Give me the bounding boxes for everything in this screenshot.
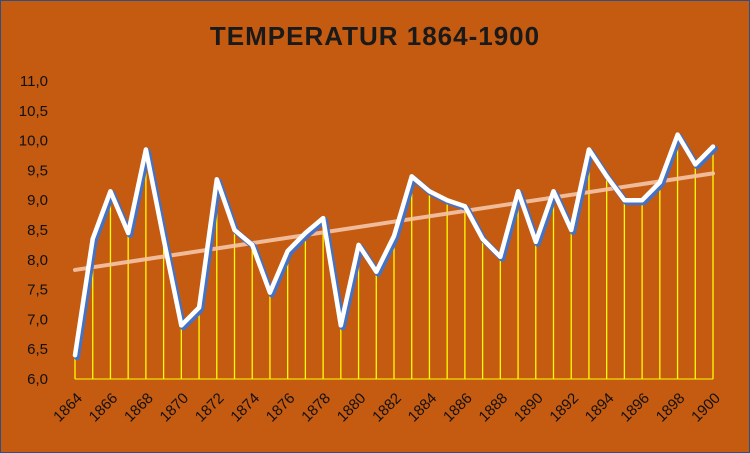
y-tick-label: 8,0: [27, 252, 48, 269]
x-tick-label: 1884: [405, 390, 441, 426]
data-point: [657, 180, 662, 185]
series-line-shadow: [74, 133, 718, 361]
y-tick-label: 6,5: [27, 341, 48, 358]
y-tick-label: 10,5: [19, 103, 48, 120]
trendline: [73, 171, 715, 272]
data-point: [303, 230, 308, 235]
data-point: [640, 198, 645, 203]
x-tick-label: 1870: [157, 390, 193, 426]
y-tick-label: 7,5: [27, 282, 48, 299]
data-point: [480, 236, 485, 241]
data-point: [179, 323, 184, 328]
data-point: [711, 144, 715, 149]
x-tick-label: 1890: [511, 390, 547, 426]
y-tick-label: 6,0: [27, 371, 48, 388]
x-tick-label: 1886: [440, 390, 476, 426]
x-tick-label: 1900: [688, 390, 724, 426]
x-tick-label: 1876: [263, 390, 299, 426]
data-point: [569, 228, 574, 232]
data-point: [214, 177, 219, 182]
data-point: [267, 290, 272, 295]
data-point: [622, 198, 627, 203]
data-point: [232, 228, 237, 232]
data-point: [498, 254, 503, 259]
data-point: [90, 236, 95, 241]
y-tick-label: 9,5: [27, 162, 48, 179]
data-point: [73, 353, 77, 358]
chart-title: TEMPERATUR 1864-1900: [209, 21, 541, 51]
data-point: [108, 189, 113, 194]
x-tick-label: 1872: [192, 390, 228, 426]
x-tick-label: 1882: [369, 390, 405, 426]
x-tick-label: 1878: [298, 390, 334, 426]
data-point: [250, 242, 255, 247]
data-point: [197, 305, 202, 310]
data-point: [427, 189, 432, 194]
data-point: [321, 216, 326, 221]
data-point: [445, 198, 450, 203]
data-point: [586, 147, 591, 152]
x-tick-label: 1880: [334, 390, 370, 426]
y-tick-label: 7,0: [27, 311, 48, 328]
y-tick-label: 11,0: [20, 73, 48, 90]
data-point: [462, 204, 467, 209]
data-point: [338, 323, 343, 328]
x-tick-label: 1896: [617, 390, 653, 426]
y-tick-label: 9,0: [27, 192, 48, 209]
x-tick-label: 1864: [50, 390, 86, 426]
x-tick-label: 1898: [653, 390, 689, 426]
data-point: [551, 189, 556, 194]
x-tick-label: 1894: [582, 390, 618, 426]
x-tick-label: 1892: [546, 390, 582, 426]
data-point: [161, 236, 166, 241]
x-tick-label: 1874: [227, 390, 263, 426]
data-point: [126, 230, 131, 235]
data-point: [516, 189, 521, 194]
x-tick-label: 1888: [476, 390, 512, 426]
data-point: [356, 242, 361, 247]
data-point: [409, 174, 414, 179]
data-point: [392, 233, 396, 238]
data-point: [604, 174, 609, 179]
data-point: [693, 162, 698, 167]
data-point: [285, 248, 290, 253]
y-tick-label: 10,0: [19, 133, 48, 150]
data-point: [675, 132, 680, 137]
data-point: [533, 239, 538, 244]
data-point: [374, 269, 379, 274]
y-tick-label: 8,5: [27, 222, 48, 239]
x-tick-label: 1868: [121, 390, 157, 426]
x-tick-label: 1866: [86, 390, 122, 426]
data-point: [143, 147, 148, 152]
